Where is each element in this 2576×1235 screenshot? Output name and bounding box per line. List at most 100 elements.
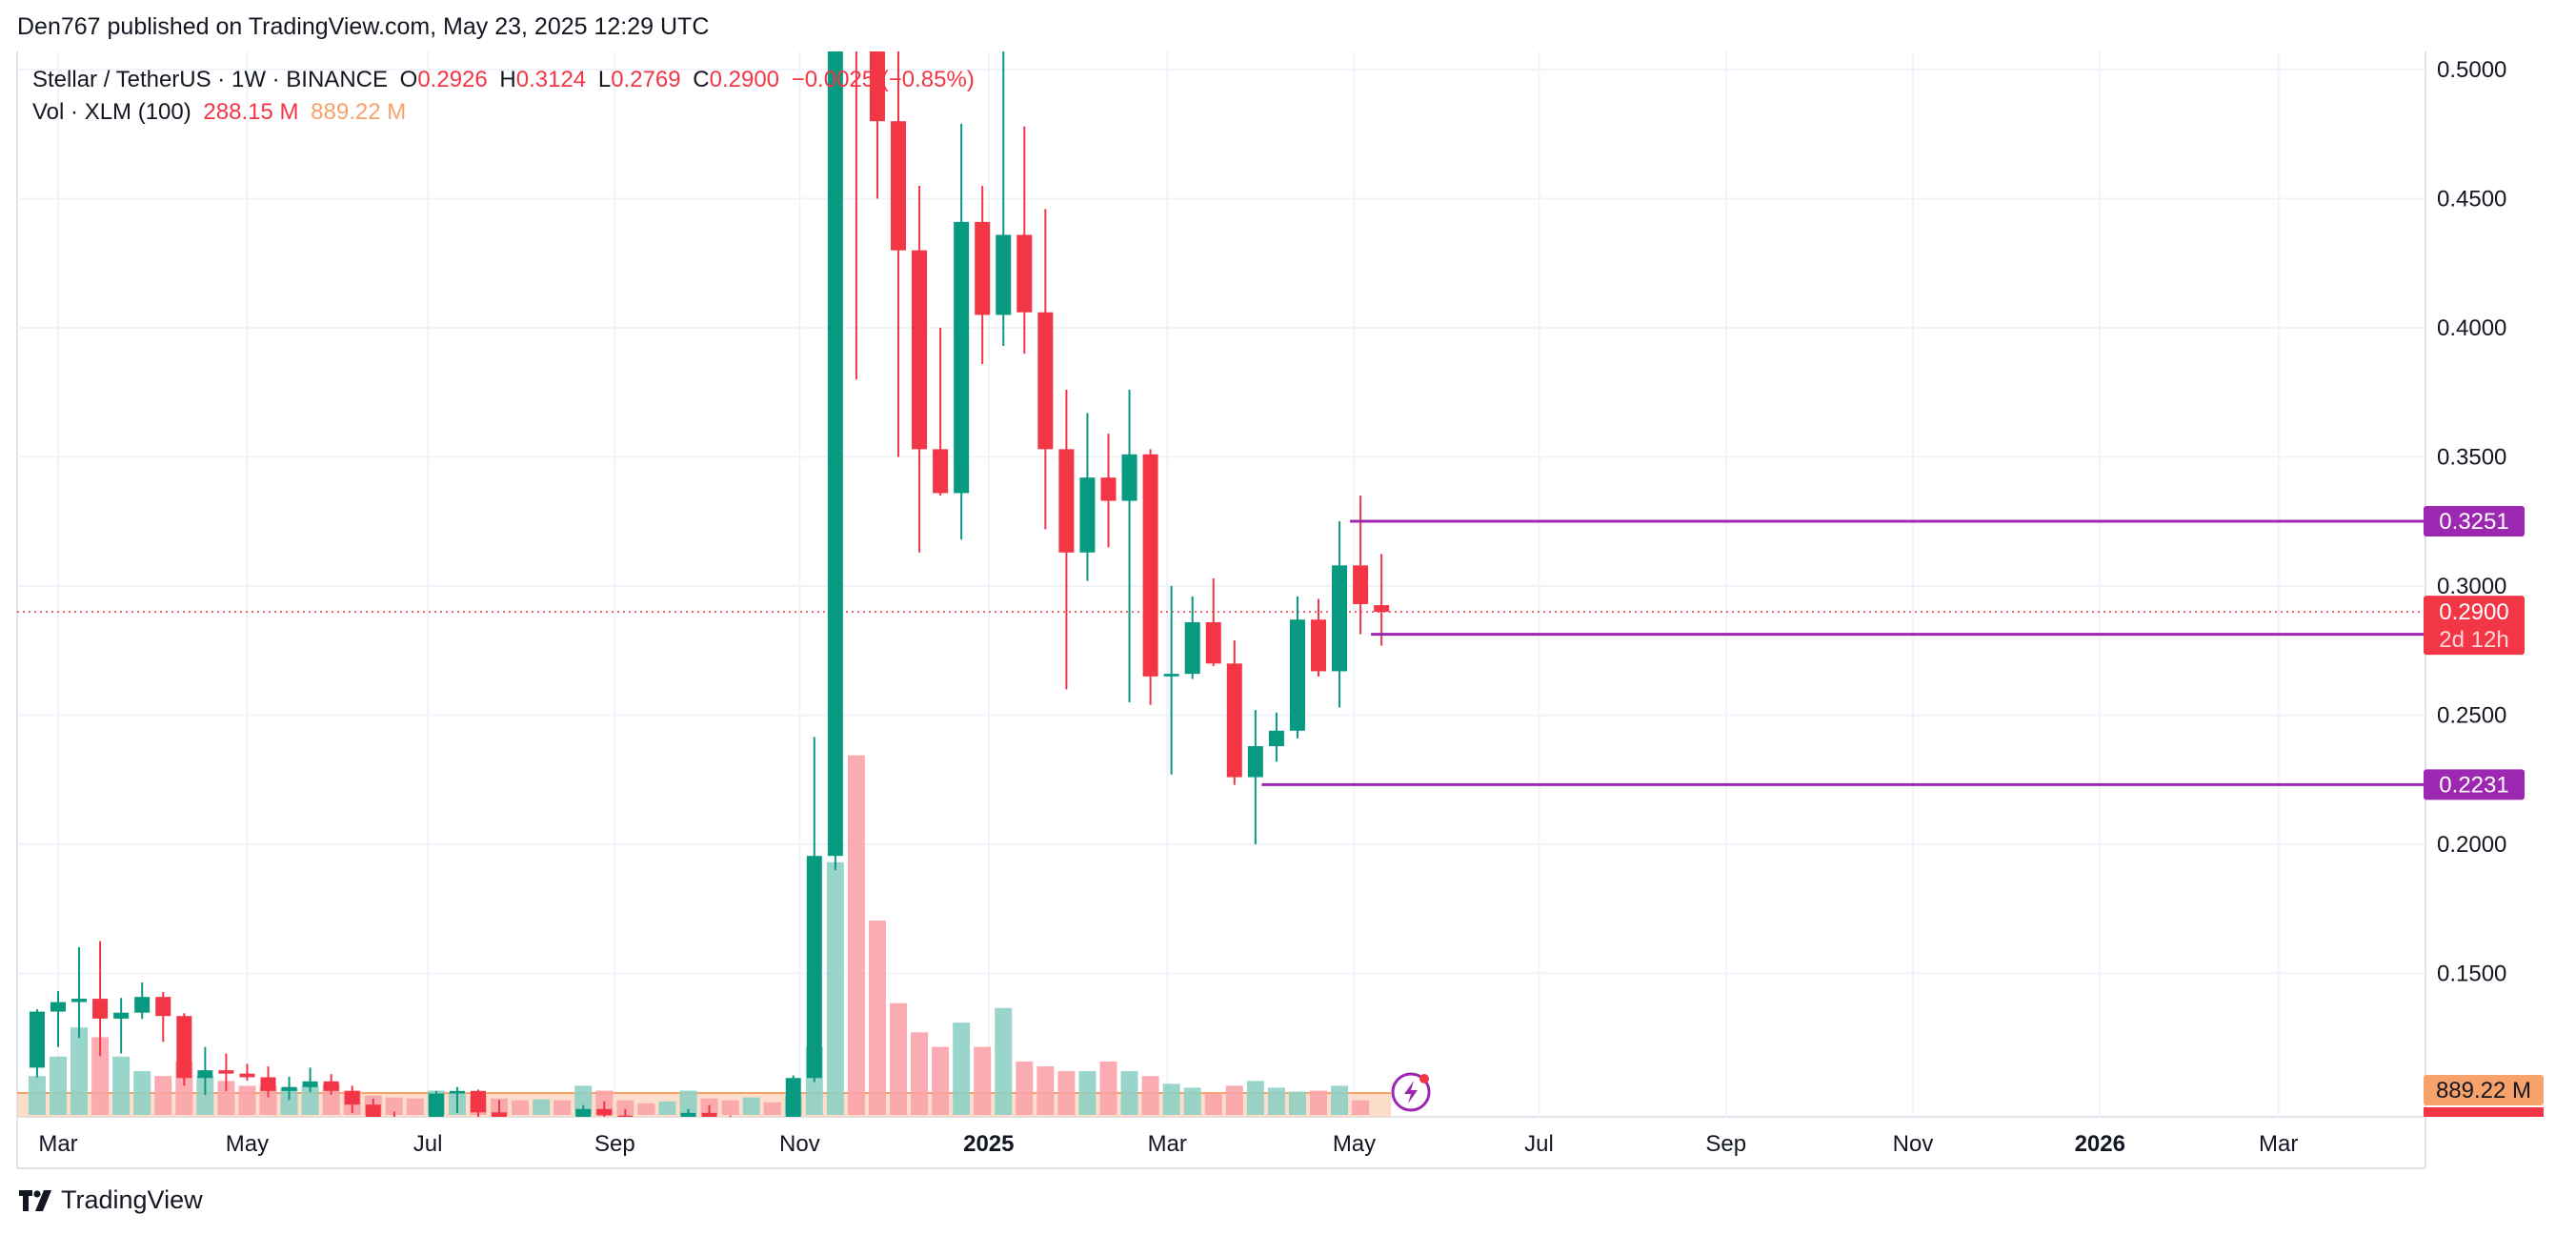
candle-body	[1184, 621, 1200, 675]
candle-body	[134, 997, 151, 1013]
candle-body	[1311, 619, 1326, 672]
last-price-tag	[2424, 596, 2525, 656]
candle-body	[408, 1127, 423, 1131]
candle-body	[365, 1104, 381, 1117]
x-tick-label: May	[1333, 1131, 1376, 1157]
volume-ma-tag-label: 889.22 M	[2436, 1078, 2531, 1103]
candle-body	[492, 1112, 508, 1117]
volume-bar	[868, 921, 886, 1115]
tradingview-brand: TradingView	[61, 1185, 203, 1214]
volume-bar	[658, 1101, 676, 1115]
volume-bar	[259, 1085, 277, 1115]
volume-bar	[28, 1076, 46, 1115]
candle-body	[323, 1081, 339, 1091]
candle-body	[197, 1070, 213, 1079]
candle-body	[912, 250, 928, 450]
volume-bar	[847, 755, 865, 1115]
volume-bar	[1057, 1071, 1076, 1115]
volume-bar	[1099, 1061, 1117, 1115]
volume-ma-value: 889.22 M	[311, 99, 407, 125]
symbol-title[interactable]: Stellar / TetherUS · 1W · BINANCE	[32, 67, 388, 92]
candle-body	[869, 51, 885, 122]
volume-bar	[406, 1098, 424, 1115]
x-tick-label: Mar	[2259, 1131, 2298, 1157]
y-tick-label: 0.3500	[2437, 445, 2506, 471]
volume-bar	[301, 1085, 319, 1115]
volume-bar	[911, 1032, 929, 1115]
volume-bar	[50, 1056, 67, 1115]
volume-bar	[574, 1085, 593, 1115]
level-price-tag	[2424, 505, 2525, 537]
candle-body	[471, 1090, 486, 1113]
high-label: H	[499, 67, 516, 92]
candle-body	[1268, 730, 1284, 747]
low-value: 0.2769	[611, 67, 681, 92]
volume-bar	[322, 1083, 340, 1115]
volume-bar	[70, 1027, 89, 1115]
volume-bar	[974, 1046, 992, 1115]
notification-dot-icon	[1419, 1074, 1430, 1083]
candle-body	[1079, 477, 1096, 553]
publish-info: Den767 published on TradingView.com, May…	[17, 13, 710, 40]
volume-bar	[533, 1099, 551, 1115]
volume-bar	[763, 1102, 781, 1115]
candle-body	[176, 1016, 192, 1079]
volume-bar	[1016, 1061, 1034, 1115]
candle-body	[344, 1090, 360, 1105]
volume-bar	[1141, 1076, 1159, 1115]
volume-legend: Vol · XLM (100) 288.15 M 889.22 M	[32, 99, 412, 126]
volume-bar	[890, 1002, 907, 1115]
volume-bar	[91, 1037, 110, 1115]
candle-body	[449, 1090, 465, 1094]
candle-body	[680, 1112, 696, 1117]
tradingview-logo-icon	[19, 1189, 53, 1211]
volume-label[interactable]: Vol · XLM (100)	[32, 99, 191, 125]
x-tick-label: Jul	[413, 1131, 443, 1157]
candle-body	[1332, 565, 1348, 672]
candle-body	[1205, 621, 1221, 664]
candle-body	[575, 1108, 592, 1117]
candle-body	[113, 1012, 130, 1019]
plot-area	[17, 0, 2425, 1133]
volume-bar	[932, 1046, 950, 1115]
candle-body	[513, 1122, 528, 1133]
volume-bar	[512, 1100, 530, 1115]
lightning-bolt-icon	[1404, 1081, 1419, 1103]
candle-body	[1247, 746, 1263, 778]
change-value: −0.0025 (−0.85%)	[791, 67, 975, 92]
volume-bar	[238, 1085, 256, 1115]
candle-body	[975, 221, 991, 315]
y-tick-label: 0.2500	[2437, 703, 2506, 729]
open-label: O	[399, 67, 418, 92]
volume-bar	[133, 1071, 151, 1115]
volume-bar	[196, 1076, 214, 1115]
volume-bar	[385, 1097, 403, 1115]
candle-body	[723, 1120, 738, 1130]
volume-bar	[154, 1076, 172, 1115]
volume-bar	[1331, 1085, 1349, 1115]
candle-body	[827, 51, 843, 857]
y-tick-label: 0.2000	[2437, 832, 2506, 858]
level-price-label: 0.3251	[2439, 509, 2508, 535]
tradingview-footer[interactable]: TradingView	[19, 1185, 203, 1215]
volume-bar	[1246, 1081, 1264, 1115]
y-tick-label: 0.3000	[2437, 574, 2506, 599]
candle-body	[617, 1115, 634, 1117]
candle-body	[71, 999, 88, 1002]
volume-ma-tag	[2424, 1075, 2544, 1105]
candle-body	[849, 0, 864, 18]
ohlc-legend: Stellar / TetherUS · 1W · BINANCE O0.292…	[32, 67, 980, 93]
candle-body	[701, 1112, 717, 1117]
low-label: L	[597, 67, 612, 92]
close-value: 0.2900	[709, 67, 780, 92]
candle-body	[1058, 449, 1075, 553]
candle-body	[260, 1077, 276, 1091]
volume-bar	[1352, 1100, 1370, 1115]
x-tick-label: Nov	[1893, 1131, 1934, 1157]
candle-body	[155, 997, 171, 1017]
x-tick-label: Sep	[1705, 1131, 1746, 1157]
volume-bar	[995, 1007, 1013, 1115]
volume-bar	[1310, 1090, 1327, 1115]
candle-body	[596, 1108, 613, 1116]
